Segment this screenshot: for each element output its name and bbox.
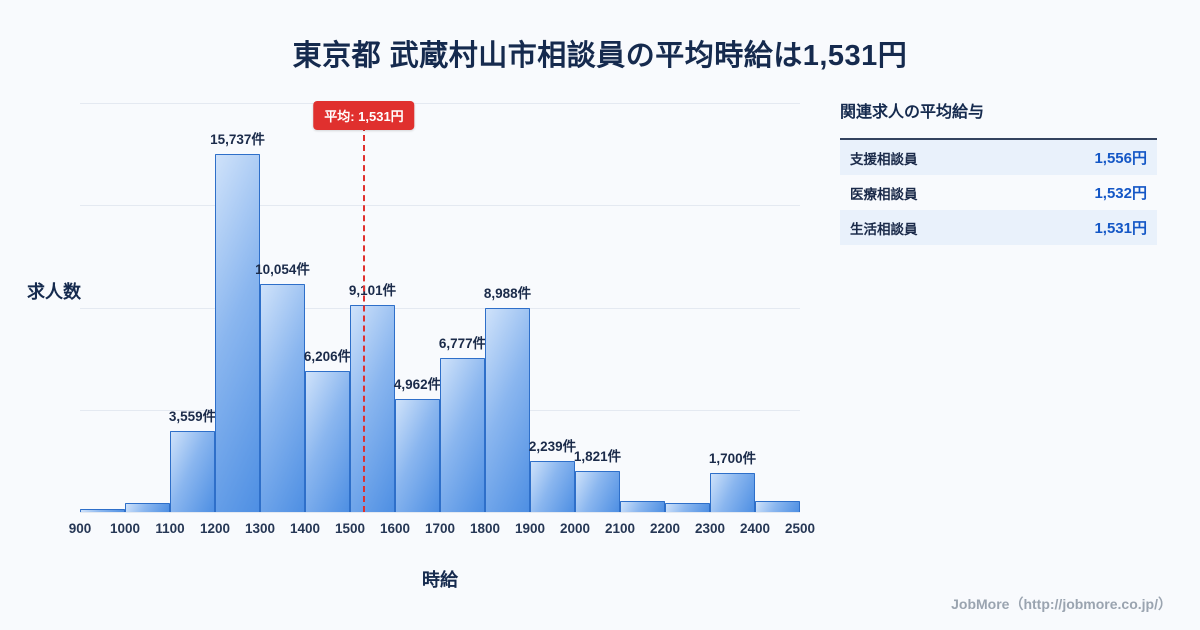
x-tick-label: 2400 — [739, 521, 771, 536]
histogram-bar-1600 — [395, 399, 440, 512]
gridline — [80, 307, 800, 309]
x-tick-label: 1900 — [514, 521, 546, 536]
histogram-bar-2100 — [620, 501, 665, 512]
gridline — [80, 512, 800, 513]
page-title: 東京都 武蔵村山市相談員の平均時給は1,531円 — [292, 40, 908, 72]
histogram-bar-2400 — [755, 501, 800, 512]
chart-area: 3,559件 15,737件 10,054件 6,206件 9,101件 4,962件 6,… — [69, 101, 815, 536]
bar-value-label: 3,559件 — [168, 409, 217, 425]
x-tick-label: 2000 — [559, 521, 591, 536]
x-tick-label: 2200 — [649, 521, 681, 536]
histogram-bar-1200 — [215, 154, 260, 512]
histogram-bar-1500 — [350, 305, 395, 512]
footer-credit: JobMore（http://jobmore.co.jp/） — [951, 596, 1172, 612]
bar-value-label: 1,700件 — [708, 451, 757, 467]
x-tick-label: 1200 — [199, 521, 231, 536]
histogram-bar-1400 — [305, 371, 350, 512]
gridline — [80, 103, 800, 104]
average-badge: 平均: 1,531円 — [313, 101, 415, 130]
average-line — [362, 125, 365, 512]
x-tick-label: 2500 — [784, 521, 816, 536]
job-value: 1,532円 — [1094, 185, 1147, 202]
x-tick-label: 1300 — [244, 521, 276, 536]
x-tick-label: 1000 — [109, 521, 141, 536]
x-tick-label: 1100 — [155, 521, 185, 536]
side-panel: 関連求人の平均給与 支援相談員 1,556円 医療相談員 1,532円 生活相談… — [840, 98, 1157, 245]
bar-value-label: 1,821件 — [573, 448, 622, 464]
histogram-bar-1300 — [260, 283, 305, 512]
job-name: 医療相談員 — [850, 186, 918, 202]
side-panel-title: 関連求人の平均給与 — [840, 104, 985, 121]
histogram-bar-900 — [80, 508, 125, 512]
x-tick-label: 900 — [68, 521, 92, 536]
y-axis-label: 求人数 — [27, 282, 81, 302]
histogram-bar-1700 — [440, 358, 485, 512]
bar-value-label: 10,054件 — [255, 261, 310, 277]
histogram-bar-1100 — [170, 431, 215, 512]
x-tick-label: 2100 — [604, 521, 636, 536]
job-value: 1,531円 — [1094, 220, 1147, 237]
histogram-bar-1000 — [125, 502, 170, 512]
table-row: 医療相談員 1,532円 — [840, 175, 1157, 210]
bar-value-label: 8,988件 — [483, 285, 532, 301]
x-tick-label: 2300 — [694, 521, 726, 536]
job-name: 生活相談員 — [850, 221, 918, 237]
table-row: 生活相談員 1,531円 — [840, 210, 1157, 245]
x-tick-label: 1600 — [379, 521, 411, 536]
bar-value-label: 9,101件 — [348, 283, 397, 299]
x-tick-label: 1400 — [289, 521, 321, 536]
histogram-bar-2200 — [665, 503, 710, 512]
x-tick-label: 1500 — [334, 521, 366, 536]
bar-value-label: 4,962件 — [393, 377, 442, 393]
histogram-bar-1900 — [530, 461, 575, 512]
salary-table: 支援相談員 1,556円 医療相談員 1,532円 生活相談員 1,531円 — [840, 138, 1157, 245]
histogram-bar-2300 — [710, 473, 755, 512]
histogram-bar-1800 — [485, 307, 530, 512]
bar-value-label: 15,737件 — [210, 132, 265, 148]
bar-value-label: 6,206件 — [303, 349, 352, 364]
bar-value-label: 2,239件 — [528, 439, 577, 455]
x-tick-label: 1700 — [424, 521, 456, 536]
job-name: 支援相談員 — [850, 151, 918, 167]
histogram-bar-2000 — [575, 470, 620, 512]
x-tick-label: 1800 — [469, 521, 501, 536]
gridline — [80, 205, 800, 207]
bar-value-label: 6,777件 — [438, 336, 487, 352]
table-row: 支援相談員 1,556円 — [840, 140, 1157, 175]
x-axis-label: 時給 — [422, 570, 458, 590]
job-value: 1,556円 — [1094, 150, 1147, 167]
